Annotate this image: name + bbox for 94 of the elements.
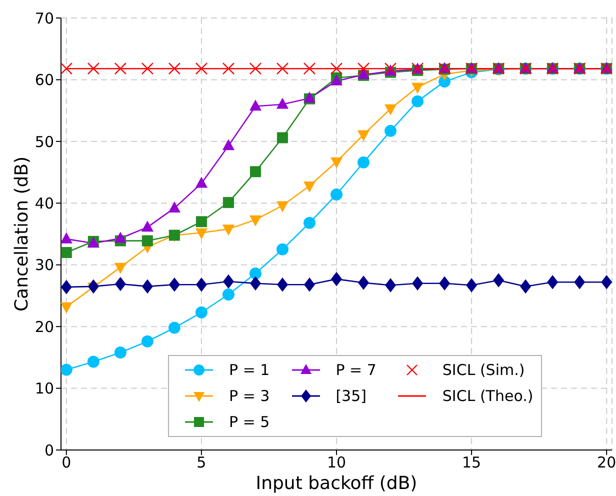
point xyxy=(87,62,100,75)
legend-label: SICL (Theo.) xyxy=(442,387,534,405)
point xyxy=(61,247,72,258)
point xyxy=(601,274,612,290)
point xyxy=(142,235,153,246)
point xyxy=(331,272,342,286)
x-tick-label: 10 xyxy=(326,454,346,472)
point xyxy=(61,232,72,244)
point xyxy=(114,232,126,243)
point xyxy=(357,62,370,75)
point xyxy=(276,243,288,256)
y-tick-label: 50 xyxy=(34,132,54,151)
point xyxy=(250,276,261,291)
legend-label: SICL (Sim.) xyxy=(442,361,525,379)
point xyxy=(114,62,127,75)
point xyxy=(61,364,72,376)
point xyxy=(357,130,370,142)
legend-label: [35] xyxy=(336,387,366,405)
point xyxy=(303,216,316,229)
y-tick-label: 60 xyxy=(34,71,54,90)
point xyxy=(303,181,316,192)
point xyxy=(547,274,558,290)
point xyxy=(168,322,180,334)
point xyxy=(141,62,154,75)
point xyxy=(61,302,72,314)
y-axis-title: Cancellation (dB) xyxy=(12,156,32,312)
x-axis-title: Input backoff (dB) xyxy=(256,473,418,494)
point xyxy=(168,201,180,212)
point xyxy=(412,95,424,108)
point xyxy=(303,62,316,75)
point xyxy=(304,277,315,292)
point xyxy=(222,274,234,289)
point xyxy=(276,98,289,109)
point xyxy=(142,279,153,294)
point xyxy=(87,356,100,368)
point xyxy=(493,273,504,288)
y-tick-label: 10 xyxy=(34,380,54,398)
point xyxy=(222,288,234,300)
x-tick-label: 0 xyxy=(62,454,72,472)
y-tick-label: 40 xyxy=(34,194,54,212)
point xyxy=(195,306,208,318)
point xyxy=(222,139,235,150)
x-tick-label: 15 xyxy=(462,454,482,472)
point xyxy=(249,215,262,226)
legend-label: P = 5 xyxy=(229,413,270,431)
y-tick-label: 30 xyxy=(34,256,54,274)
point xyxy=(439,276,450,291)
point xyxy=(114,346,126,358)
point xyxy=(88,279,99,294)
point xyxy=(520,279,532,294)
point xyxy=(358,276,370,290)
legend-label: P = 3 xyxy=(229,387,270,405)
x-tick-label: 20 xyxy=(597,454,616,472)
point xyxy=(249,267,262,280)
point xyxy=(276,132,288,144)
point xyxy=(411,82,424,94)
point xyxy=(195,228,208,240)
point xyxy=(168,62,181,75)
point xyxy=(61,62,72,75)
point xyxy=(249,62,262,75)
point xyxy=(222,197,234,208)
point xyxy=(466,278,478,292)
point xyxy=(222,62,235,75)
point xyxy=(276,62,289,75)
point xyxy=(195,176,208,188)
point xyxy=(141,335,154,348)
point xyxy=(574,274,586,290)
point xyxy=(384,104,397,116)
legend-label: P = 7 xyxy=(336,361,376,379)
point xyxy=(141,220,154,232)
point xyxy=(412,276,424,291)
point xyxy=(249,100,262,111)
y-tick-label: 20 xyxy=(34,318,54,336)
point xyxy=(61,280,72,294)
point xyxy=(385,278,396,292)
point xyxy=(330,62,343,75)
x-tick-label: 5 xyxy=(196,454,206,472)
point xyxy=(114,262,126,274)
point xyxy=(276,277,288,292)
point xyxy=(358,156,370,168)
point xyxy=(276,201,289,212)
point xyxy=(114,276,126,292)
point xyxy=(330,157,343,168)
point xyxy=(195,62,208,75)
point xyxy=(168,277,180,292)
point xyxy=(196,277,207,292)
point xyxy=(330,188,342,201)
point xyxy=(384,124,397,137)
point xyxy=(250,166,261,178)
y-tick-label: 70 xyxy=(34,9,54,28)
point xyxy=(196,216,207,228)
y-tick-label: 0 xyxy=(44,441,54,460)
legend-label: P = 1 xyxy=(229,361,270,379)
point xyxy=(222,224,235,236)
